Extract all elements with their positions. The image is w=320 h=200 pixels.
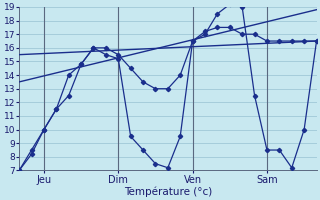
X-axis label: Température (°c): Température (°c): [124, 186, 212, 197]
